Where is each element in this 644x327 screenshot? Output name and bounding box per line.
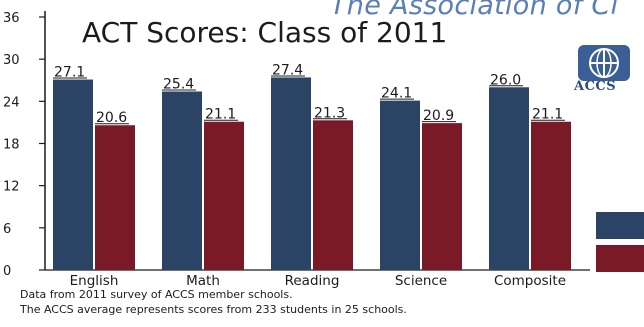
accs-logo-text: ACCS [574,79,617,94]
bar-series-1 [162,91,202,270]
data-label: 21.1 [205,107,236,123]
y-tick-label: 18 [3,138,20,153]
bar-series-1 [271,77,311,270]
bar-series-2 [313,120,353,270]
bar-series-2 [95,125,135,270]
y-tick-label: 24 [3,95,20,110]
y-tick-label: 0 [3,264,11,279]
x-tick-label: Math [186,273,220,289]
data-label: 24.1 [381,86,412,102]
data-label: 25.4 [163,76,194,92]
y-tick-label: 6 [3,222,11,237]
footnotes: Data from 2011 survey of ACCS member sch… [20,288,644,317]
x-tick-label: Composite [494,273,566,289]
bar-series-1 [489,87,529,271]
data-label: 27.1 [54,65,85,81]
bar-series-2 [204,121,244,270]
bar-series-2 [422,123,462,270]
data-label: 26.0 [490,72,521,88]
y-tick-label: 36 [3,11,20,26]
chart-title: ACT Scores: Class of 2011 [82,16,448,49]
legend-swatch-series-2 [596,245,644,272]
data-label: 27.4 [272,62,303,78]
y-tick-label: 30 [3,53,20,68]
bar-series-1 [53,79,93,270]
data-label: 20.6 [96,110,127,126]
x-tick-label: English [70,273,119,289]
x-tick-label: Reading [285,273,340,289]
footnote-average: The ACCS average represents scores from … [20,302,407,316]
accs-logo-icon [578,45,630,81]
bar-series-2 [531,121,571,270]
legend-swatch-series-1 [596,212,644,239]
footnote-survey: Data from 2011 survey of ACCS member sch… [20,288,293,301]
data-label: 21.1 [532,107,563,123]
bar-series-1 [380,100,420,270]
association-banner: The Association of Cl [330,0,619,21]
x-tick-label: Science [395,273,447,289]
y-tick-label: 12 [3,180,20,195]
data-label: 21.3 [314,105,345,121]
data-label: 20.9 [423,108,454,124]
